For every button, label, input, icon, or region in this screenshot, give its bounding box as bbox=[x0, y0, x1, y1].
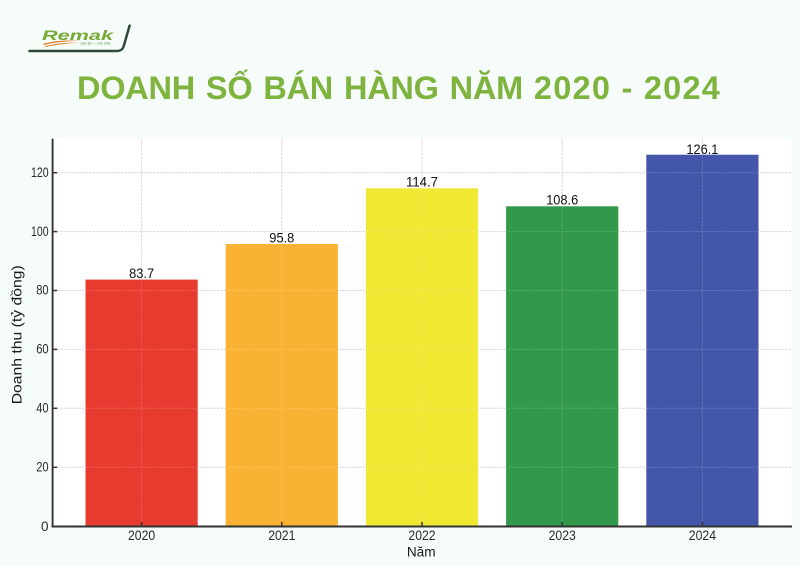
svg-text:80: 80 bbox=[36, 283, 49, 298]
svg-text:83.7: 83.7 bbox=[129, 266, 154, 281]
svg-text:114.7: 114.7 bbox=[406, 175, 438, 190]
svg-text:Remak: Remak bbox=[42, 28, 115, 43]
svg-text:2023: 2023 bbox=[549, 528, 576, 543]
svg-text:100: 100 bbox=[31, 224, 49, 239]
svg-text:Năm: Năm bbox=[407, 545, 436, 560]
svg-text:40: 40 bbox=[36, 401, 49, 416]
svg-text:Doanh thu (tỷ đồng): Doanh thu (tỷ đồng) bbox=[10, 265, 25, 404]
svg-text:108.6: 108.6 bbox=[546, 193, 578, 208]
svg-text:2020: 2020 bbox=[128, 528, 156, 543]
svg-text:2021: 2021 bbox=[268, 528, 295, 543]
svg-text:0: 0 bbox=[41, 519, 49, 534]
svg-text:60: 60 bbox=[36, 342, 49, 357]
svg-text:2022: 2022 bbox=[408, 528, 435, 543]
svg-text:120: 120 bbox=[31, 165, 49, 180]
svg-text:126.1: 126.1 bbox=[686, 142, 718, 157]
svg-text:cách âm — cách nhiệt: cách âm — cách nhiệt bbox=[81, 41, 111, 45]
svg-text:95.8: 95.8 bbox=[269, 230, 294, 245]
svg-text:20: 20 bbox=[36, 460, 49, 475]
svg-text:2024: 2024 bbox=[689, 528, 717, 543]
